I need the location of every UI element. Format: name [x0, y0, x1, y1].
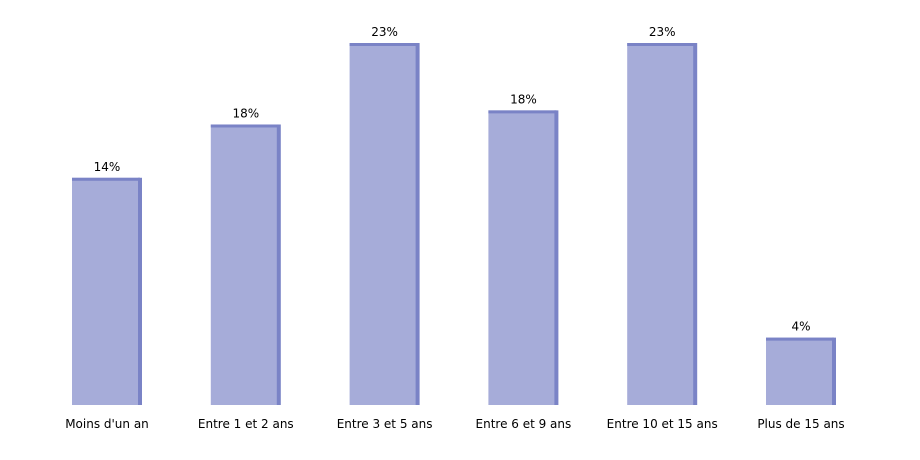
bar-top-edge	[766, 337, 834, 341]
data-label: 18%	[232, 106, 259, 120]
x-tick-label: Entre 6 et 9 ans	[476, 417, 572, 431]
x-tick-label: Plus de 15 ans	[757, 417, 844, 431]
bar	[627, 43, 696, 405]
bar-side	[138, 177, 142, 405]
bar-top-edge	[349, 43, 418, 46]
data-label: 18%	[510, 92, 537, 106]
bar-side	[554, 110, 559, 405]
bar	[210, 124, 279, 406]
bar-side	[415, 43, 420, 405]
x-tick-label: Entre 10 et 15 ans	[607, 417, 718, 431]
bar-top-edge	[210, 124, 279, 128]
bar-top-edge	[72, 177, 140, 181]
x-tick-label: Moins d'un an	[65, 417, 149, 431]
bar	[349, 43, 418, 405]
bar	[766, 337, 834, 405]
x-tick-label: Entre 1 et 2 ans	[198, 417, 294, 431]
data-label: 23%	[371, 25, 398, 39]
data-label: 23%	[649, 25, 676, 39]
bar-side	[832, 337, 836, 405]
x-tick-label: Entre 3 et 5 ans	[337, 417, 433, 431]
bar	[72, 177, 140, 405]
bar-top-edge	[627, 43, 696, 46]
data-label: 4%	[791, 320, 810, 334]
bar-top-edge	[488, 110, 557, 114]
bar-side	[276, 124, 281, 406]
bar-side	[693, 43, 698, 405]
bar	[488, 110, 557, 405]
data-label: 14%	[94, 160, 121, 174]
